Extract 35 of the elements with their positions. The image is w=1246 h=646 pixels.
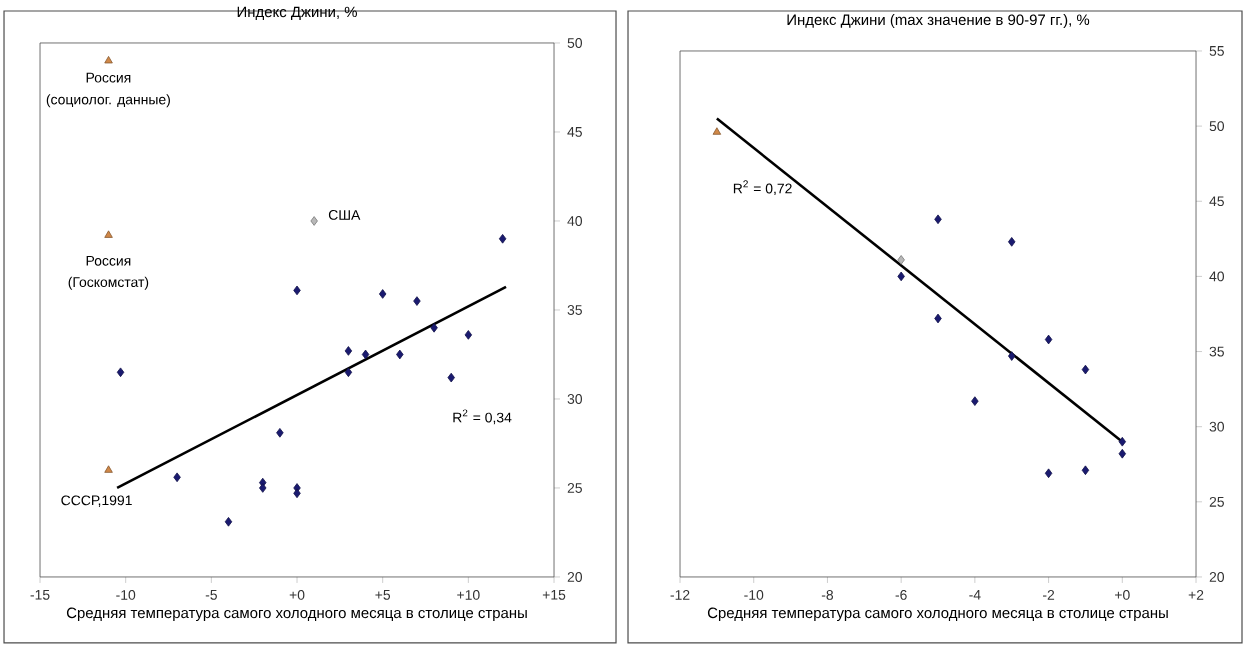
point xyxy=(447,372,455,382)
point xyxy=(361,349,370,359)
point xyxy=(104,55,113,63)
point xyxy=(712,126,722,135)
point xyxy=(344,367,353,377)
point xyxy=(498,233,507,244)
point xyxy=(396,349,404,359)
point xyxy=(293,488,301,498)
point xyxy=(1044,334,1053,344)
point xyxy=(344,345,353,356)
point xyxy=(413,295,421,306)
point xyxy=(276,427,284,438)
point xyxy=(173,472,181,482)
point xyxy=(116,367,125,377)
point xyxy=(1081,364,1090,374)
point xyxy=(378,288,387,299)
point xyxy=(464,329,473,340)
point xyxy=(897,271,905,281)
point xyxy=(897,254,905,265)
point xyxy=(1044,468,1053,478)
point xyxy=(293,285,301,295)
point xyxy=(310,215,318,226)
point xyxy=(1008,350,1016,361)
point xyxy=(1118,436,1126,447)
point xyxy=(1008,236,1016,247)
point xyxy=(104,464,113,473)
point xyxy=(971,395,979,406)
point xyxy=(934,214,942,224)
point xyxy=(104,229,113,238)
point xyxy=(259,482,267,493)
point xyxy=(1118,448,1126,459)
point xyxy=(934,313,942,323)
point xyxy=(224,516,233,527)
point xyxy=(1081,465,1090,475)
point xyxy=(430,322,438,333)
